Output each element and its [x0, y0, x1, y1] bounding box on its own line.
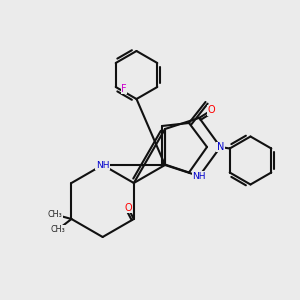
Text: CH₃: CH₃: [51, 225, 65, 234]
Text: NH: NH: [96, 160, 110, 169]
Text: N: N: [217, 142, 224, 152]
Text: NH: NH: [193, 172, 206, 181]
Text: F: F: [121, 83, 127, 94]
Text: O: O: [207, 105, 215, 116]
Text: O: O: [124, 202, 132, 213]
Text: CH₃: CH₃: [48, 210, 62, 219]
Text: F: F: [121, 83, 127, 94]
